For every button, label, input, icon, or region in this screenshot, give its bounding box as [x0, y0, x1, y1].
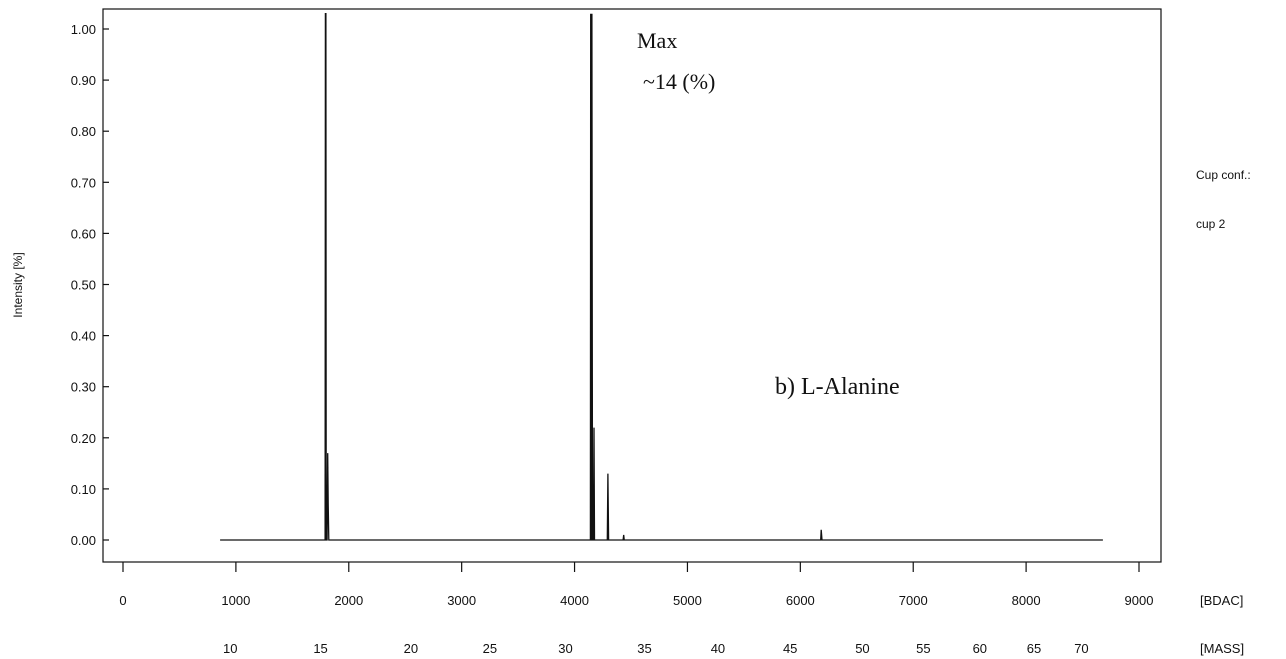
annotation-max-value: ~14 (%) [643, 69, 715, 94]
y-tick-label: 0.20 [71, 431, 96, 446]
mass-unit-label: [MASS] [1200, 641, 1244, 656]
y-tick-label: 0.30 [71, 380, 96, 395]
mass-tick-label: 70 [1074, 641, 1088, 656]
y-axis-title: Intensity [%] [11, 252, 25, 317]
mass-tick-label: 40 [711, 641, 725, 656]
y-tick-label: 0.60 [71, 226, 96, 241]
mass-tick-label: 55 [916, 641, 930, 656]
y-tick-label: 0.90 [71, 73, 96, 88]
y-tick-label: 0.70 [71, 175, 96, 190]
x-tick-label: 1000 [221, 593, 250, 608]
bdac-unit-label: [BDAC] [1200, 593, 1243, 608]
y-tick-label: 0.80 [71, 124, 96, 139]
mass-tick-label: 50 [855, 641, 869, 656]
y-axis: 0.00 0.10 0.20 0.30 0.40 0.50 0.60 0.70 0.80 0.90… [71, 22, 109, 548]
y-tick-label: 1.00 [71, 22, 96, 37]
y-tick-label: 0.40 [71, 329, 96, 344]
annotation-sample-label: b) L-Alanine [775, 374, 900, 400]
mass-tick-label: 35 [637, 641, 651, 656]
cup-conf-label: Cup conf.: [1196, 168, 1251, 182]
mass-tick-label: 20 [404, 641, 418, 656]
x-tick-label: 9000 [1125, 593, 1154, 608]
x-tick-label: 4000 [560, 593, 589, 608]
y-tick-label: 0.50 [71, 278, 96, 293]
annotation-max-label: Max [637, 28, 677, 53]
x-tick-label: 3000 [447, 593, 476, 608]
mass-tick-label: 30 [558, 641, 572, 656]
x-tick-label: 0 [119, 593, 126, 608]
x-tick-label: 6000 [786, 593, 815, 608]
mass-tick-label: 60 [973, 641, 987, 656]
x-tick-label: 2000 [334, 593, 363, 608]
mass-tick-label: 15 [313, 641, 327, 656]
mass-tick-label: 65 [1027, 641, 1041, 656]
x-tick-label: 7000 [899, 593, 928, 608]
plot-frame [102, 8, 1162, 563]
cup-value: cup 2 [1196, 217, 1226, 231]
x-tick-label: 5000 [673, 593, 702, 608]
y-tick-label: 0.10 [71, 482, 96, 497]
x-axis-mass: 10 15 20 25 30 35 40 45 50 55 60 65 70 [223, 641, 1089, 656]
y-tick-label: 0.00 [71, 533, 96, 548]
mass-tick-label: 25 [483, 641, 497, 656]
series-line [220, 13, 1103, 541]
mass-tick-label: 45 [783, 641, 797, 656]
x-axis: 0 1000 2000 3000 4000 5000 6000 7000 8000 9000 [119, 562, 1153, 608]
mass-tick-label: 10 [223, 641, 237, 656]
x-tick-label: 8000 [1012, 593, 1041, 608]
